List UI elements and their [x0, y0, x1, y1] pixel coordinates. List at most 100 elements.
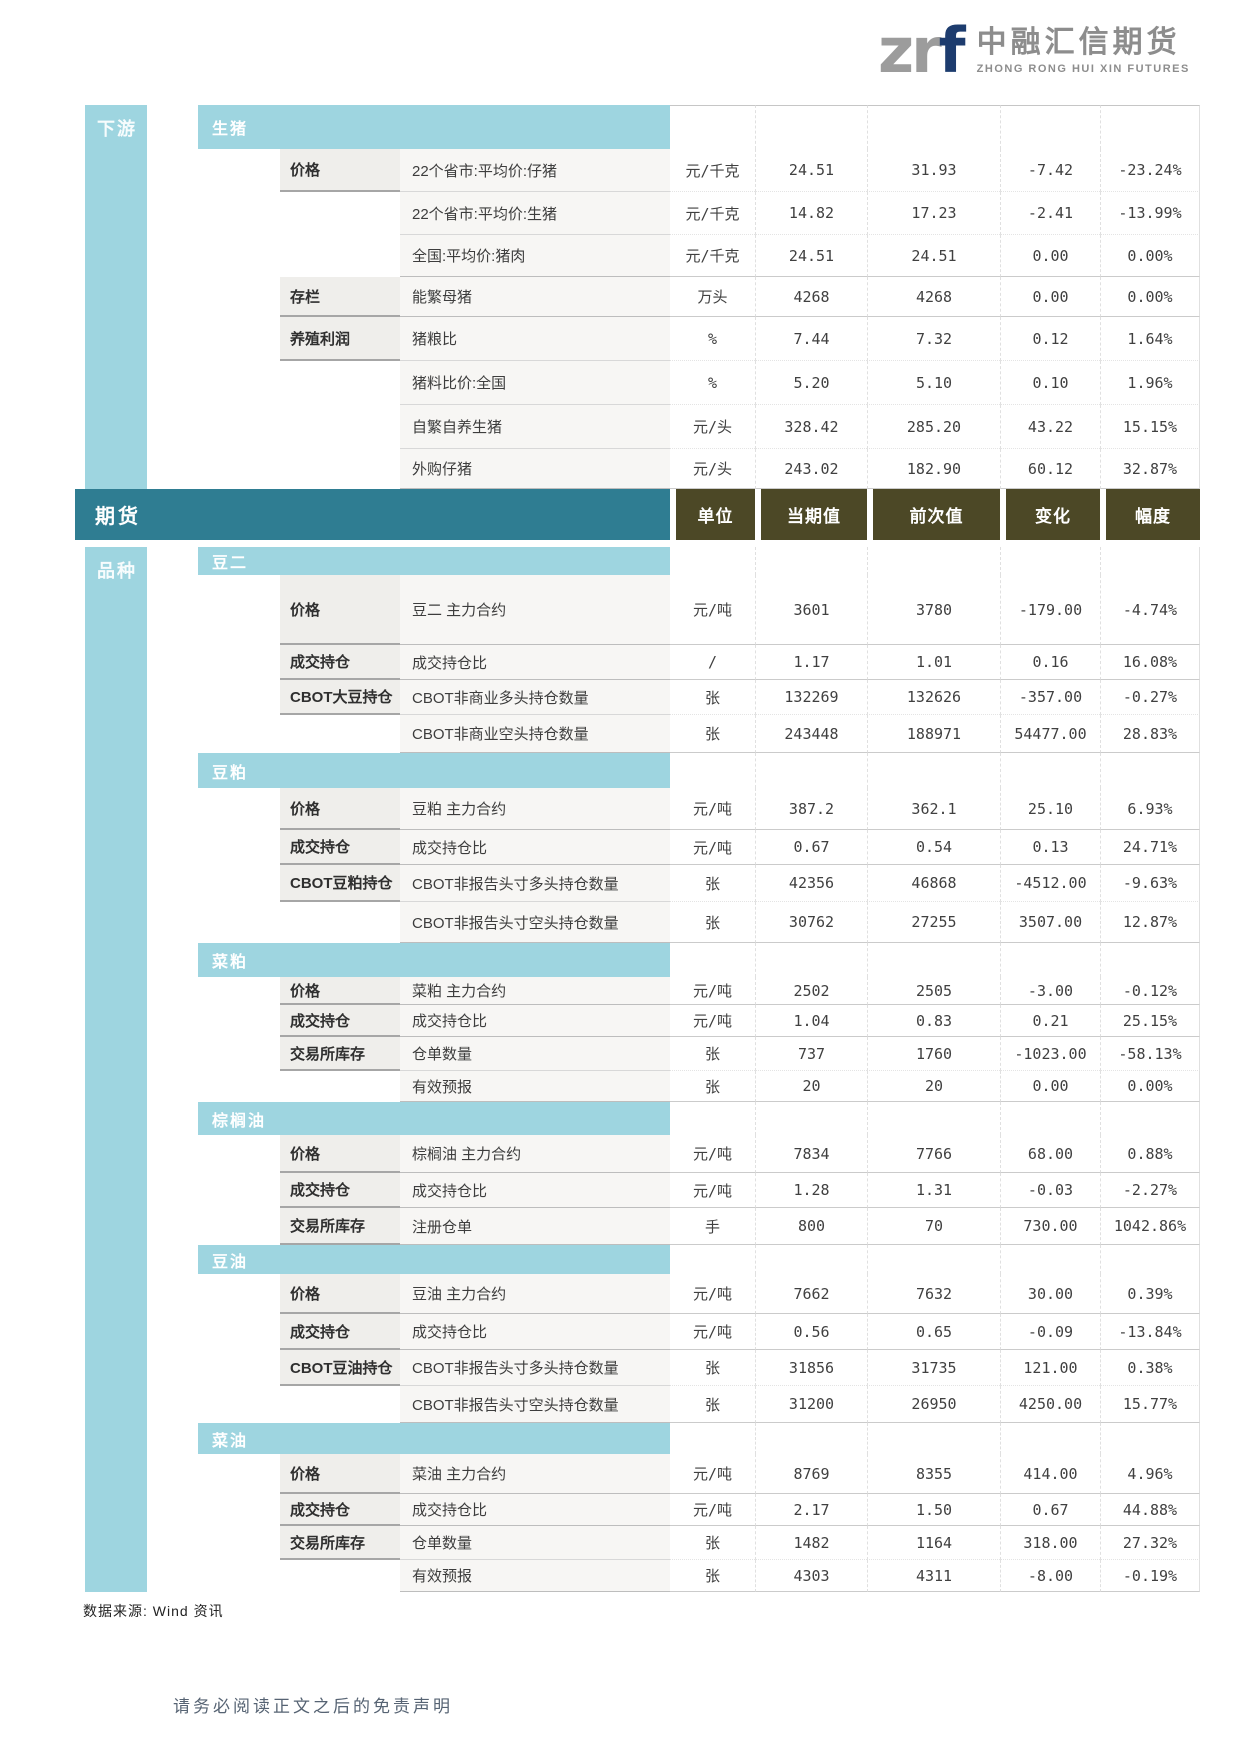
spacer-cell	[1000, 1423, 1100, 1454]
indicator-cell: 猪料比价:全国	[400, 361, 670, 405]
column-header: 幅度	[1100, 489, 1200, 540]
current-value-cell: 243448	[755, 715, 867, 753]
previous-value-cell: 1760	[867, 1037, 1000, 1071]
futures-report-table: 生猪 价格 22个省市:平均价:仔猪 元/千克 24.51 31.93 -7.42 -23.2…	[75, 105, 1200, 1592]
spacer-cell	[755, 1423, 867, 1454]
section-title: 豆二	[198, 547, 670, 575]
previous-value-cell: 0.54	[867, 830, 1000, 865]
pct-change-cell: 0.00%	[1100, 235, 1200, 277]
spacer-cell	[670, 105, 755, 149]
previous-value-cell: 2505	[867, 977, 1000, 1005]
indicator-cell: 仓单数量	[400, 1037, 670, 1071]
pct-change-cell: -58.13%	[1100, 1037, 1200, 1071]
current-value-cell: 4268	[755, 277, 867, 317]
pct-change-cell: -4.74%	[1100, 575, 1200, 645]
current-value-cell: 20	[755, 1071, 867, 1102]
spacer-cell	[670, 1423, 755, 1454]
category-cell: 价格	[280, 1274, 400, 1314]
current-value-cell: 1482	[755, 1526, 867, 1560]
pct-change-cell: -2.27%	[1100, 1173, 1200, 1208]
current-value-cell: 1.17	[755, 645, 867, 680]
unit-cell: 元/吨	[670, 1173, 755, 1208]
unit-cell: 元/吨	[670, 1314, 755, 1350]
current-value-cell: 24.51	[755, 235, 867, 277]
company-name-en: ZHONG RONG HUI XIN FUTURES	[976, 62, 1190, 75]
section-title: 菜油	[198, 1423, 670, 1454]
category-cell: 成交持仓	[280, 1005, 400, 1037]
section-title: 生猪	[198, 105, 670, 149]
category-cell: 养殖利润	[280, 317, 400, 361]
sidebar-downstream: 下游	[85, 105, 147, 489]
spacer-cell	[867, 1102, 1000, 1135]
change-cell: 0.21	[1000, 1005, 1100, 1037]
unit-cell: 张	[670, 1560, 755, 1592]
category-cell: 价格	[280, 977, 400, 1005]
change-cell: 25.10	[1000, 788, 1100, 830]
unit-cell: 元/吨	[670, 1005, 755, 1037]
pct-change-cell: 32.87%	[1100, 449, 1200, 489]
pct-change-cell: 1.64%	[1100, 317, 1200, 361]
indicator-cell: 能繁母猪	[400, 277, 670, 317]
current-value-cell: 2.17	[755, 1494, 867, 1526]
spacer-cell	[867, 547, 1000, 575]
unit-cell: 元/吨	[670, 1135, 755, 1173]
current-value-cell: 5.20	[755, 361, 867, 405]
change-cell: -4512.00	[1000, 865, 1100, 902]
company-logo: zrf 中融汇信期货 ZHONG RONG HUI XIN FUTURES	[878, 20, 1190, 82]
pct-change-cell: -0.19%	[1100, 1560, 1200, 1592]
category-cell: 成交持仓	[280, 1314, 400, 1350]
spacer-cell	[1100, 1102, 1200, 1135]
previous-value-cell: 188971	[867, 715, 1000, 753]
unit-cell: 张	[670, 680, 755, 715]
unit-cell: 元/千克	[670, 235, 755, 277]
pct-change-cell: 6.93%	[1100, 788, 1200, 830]
company-name-cn: 中融汇信期货	[976, 26, 1181, 60]
change-cell: 318.00	[1000, 1526, 1100, 1560]
indicator-cell: 成交持仓比	[400, 1005, 670, 1037]
previous-value-cell: 27255	[867, 902, 1000, 943]
pct-change-cell: 27.32%	[1100, 1526, 1200, 1560]
indicator-cell: 豆油 主力合约	[400, 1274, 670, 1314]
pct-change-cell: 15.77%	[1100, 1386, 1200, 1423]
indicator-cell: CBOT非报告头寸空头持仓数量	[400, 1386, 670, 1423]
unit-cell: 元/千克	[670, 149, 755, 192]
previous-value-cell: 362.1	[867, 788, 1000, 830]
pct-change-cell: -13.99%	[1100, 192, 1200, 235]
indicator-cell: 注册仓单	[400, 1208, 670, 1245]
indicator-cell: CBOT非报告头寸多头持仓数量	[400, 1350, 670, 1386]
spacer-cell	[867, 105, 1000, 149]
previous-value-cell: 46868	[867, 865, 1000, 902]
previous-value-cell: 7632	[867, 1274, 1000, 1314]
unit-cell: 张	[670, 1350, 755, 1386]
current-value-cell: 42356	[755, 865, 867, 902]
spacer-cell	[670, 943, 755, 977]
unit-cell: 张	[670, 1037, 755, 1071]
indicator-cell: 有效预报	[400, 1560, 670, 1592]
category-cell: 交易所库存	[280, 1208, 400, 1245]
unit-cell: 张	[670, 865, 755, 902]
unit-cell: %	[670, 317, 755, 361]
previous-value-cell: 7.32	[867, 317, 1000, 361]
pct-change-cell: -13.84%	[1100, 1314, 1200, 1350]
spacer-cell	[1100, 753, 1200, 788]
previous-value-cell: 1.50	[867, 1494, 1000, 1526]
pct-change-cell: 0.00%	[1100, 1071, 1200, 1102]
section-title: 豆粕	[198, 753, 670, 788]
spacer-cell	[867, 1423, 1000, 1454]
previous-value-cell: 0.65	[867, 1314, 1000, 1350]
unit-cell: 张	[670, 1386, 755, 1423]
spacer-cell	[755, 547, 867, 575]
change-cell: 43.22	[1000, 405, 1100, 449]
pct-change-cell: 28.83%	[1100, 715, 1200, 753]
change-cell: 54477.00	[1000, 715, 1100, 753]
spacer-cell	[867, 753, 1000, 788]
logo-text: 中融汇信期货 ZHONG RONG HUI XIN FUTURES	[977, 27, 1190, 77]
category-cell: CBOT大豆持仓	[280, 680, 400, 715]
change-cell: 60.12	[1000, 449, 1100, 489]
change-cell: 0.67	[1000, 1494, 1100, 1526]
previous-value-cell: 31.93	[867, 149, 1000, 192]
spacer-cell	[1100, 105, 1200, 149]
change-cell: 0.00	[1000, 1071, 1100, 1102]
indicator-cell: 成交持仓比	[400, 1173, 670, 1208]
category-cell: CBOT豆油持仓	[280, 1350, 400, 1386]
